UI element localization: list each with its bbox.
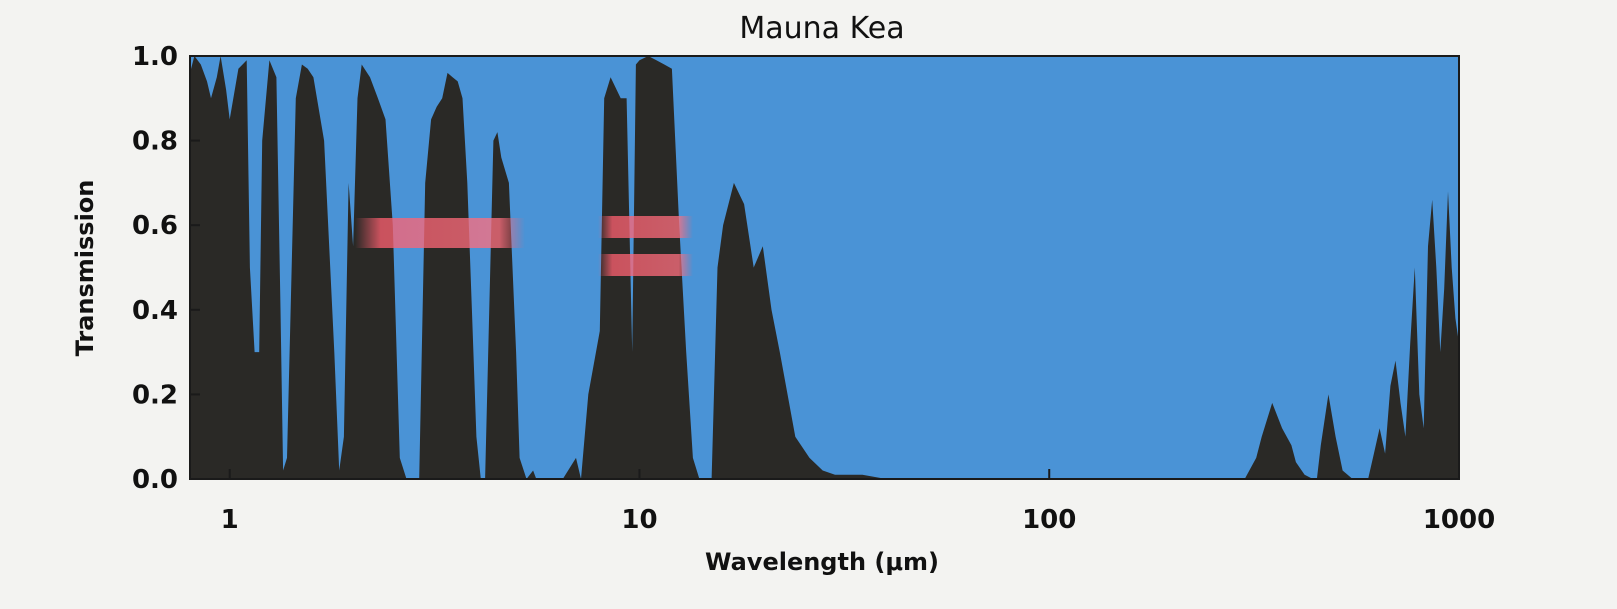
- x-tick-label: 10: [621, 505, 657, 535]
- x-axis-ticks: 1 10 100 1000: [221, 469, 1495, 535]
- band-highlight: [355, 218, 525, 248]
- chart-title: Mauna Kea: [739, 11, 904, 46]
- y-tick-label: 0.0: [132, 465, 178, 495]
- y-tick-label: 0.6: [132, 211, 178, 241]
- y-axis-ticks: 0.0 0.2 0.4 0.6 0.8 1.0: [132, 42, 200, 495]
- y-tick-label: 0.4: [132, 296, 178, 326]
- y-axis-title: Transmission: [71, 180, 99, 357]
- y-tick-label: 0.2: [132, 380, 178, 410]
- y-tick-label: 0.8: [132, 127, 178, 157]
- transmission-area: [190, 56, 1459, 479]
- x-tick-label: 100: [1022, 505, 1076, 535]
- y-tick-label: 1.0: [132, 42, 178, 72]
- x-axis-title: Wavelength (μm): [705, 548, 939, 576]
- band-highlight: [598, 216, 693, 238]
- band-highlight: [598, 254, 693, 276]
- plot-frame: [189, 55, 1460, 480]
- x-tick-label: 1: [221, 505, 239, 535]
- plot-background: [190, 56, 1459, 479]
- x-tick-label: 1000: [1423, 505, 1495, 535]
